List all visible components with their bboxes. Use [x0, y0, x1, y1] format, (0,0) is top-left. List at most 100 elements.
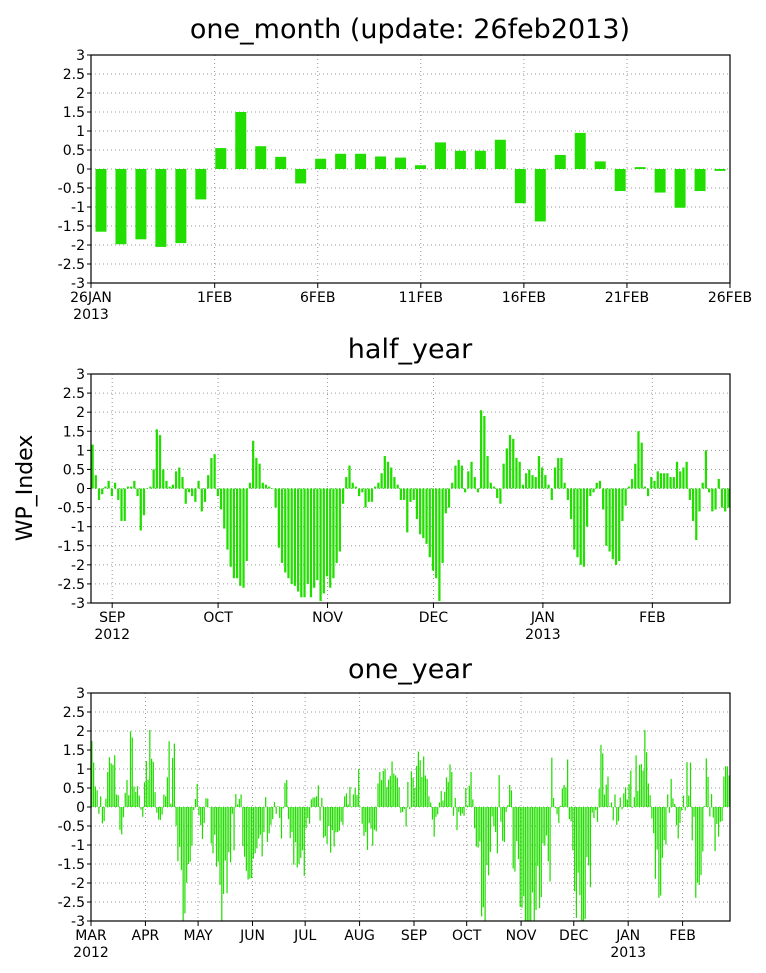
bar [589, 807, 592, 888]
y-tick-label: 0 [76, 162, 85, 178]
bar [326, 807, 328, 844]
bar [264, 484, 268, 489]
bar [595, 807, 597, 811]
bar [248, 482, 252, 489]
bar [553, 467, 557, 489]
x-tick-label: JAN [615, 928, 640, 944]
bar [451, 482, 454, 489]
bar [242, 807, 244, 847]
bar [542, 807, 544, 844]
y-tick-label: -0.5 [58, 181, 85, 197]
bar [565, 787, 567, 807]
bar [684, 807, 686, 811]
bar [152, 761, 154, 807]
bar [547, 484, 550, 489]
bar [519, 807, 521, 907]
bar [558, 807, 560, 823]
bar [130, 486, 133, 489]
bar [203, 488, 207, 502]
bar [398, 787, 400, 807]
bar [698, 807, 700, 885]
bar [224, 807, 226, 861]
bar [272, 807, 274, 820]
bar [329, 488, 332, 588]
bar [585, 488, 589, 527]
bar [290, 488, 293, 584]
x-tick-label: 11FEB [399, 290, 443, 306]
bar [154, 792, 156, 807]
bar [390, 467, 393, 489]
bar [393, 477, 396, 489]
bar [245, 488, 248, 562]
bar [101, 488, 104, 495]
bar [456, 807, 458, 831]
bar [693, 807, 695, 817]
bar [300, 488, 303, 598]
bar [521, 807, 523, 908]
bar [293, 488, 297, 586]
bar [105, 798, 107, 807]
bar [312, 797, 314, 807]
bar [489, 807, 491, 852]
bar [454, 150, 466, 169]
bar [579, 807, 581, 896]
bar [110, 763, 112, 807]
bar [635, 755, 637, 807]
bar [714, 169, 726, 171]
bar [348, 465, 351, 489]
bar [301, 807, 304, 851]
bar [126, 780, 128, 807]
bar [164, 796, 167, 807]
bar [523, 807, 525, 897]
bar [647, 783, 649, 807]
bar [431, 488, 435, 571]
y-tick-label: -2.5 [58, 257, 85, 273]
bar [607, 776, 609, 807]
bar [545, 807, 548, 836]
bar [333, 807, 335, 847]
bar [695, 807, 697, 898]
bar [396, 484, 399, 489]
bar [358, 769, 360, 807]
bar [181, 477, 184, 489]
bar [630, 770, 632, 807]
y-tick-label: -3 [71, 276, 85, 292]
y-tick-label: -3 [71, 596, 85, 612]
bar [294, 807, 297, 843]
bar [147, 779, 149, 807]
bar [495, 807, 497, 833]
bar [101, 807, 104, 824]
bar [208, 807, 211, 808]
bar [121, 807, 123, 835]
bar [696, 807, 699, 883]
bar [319, 488, 322, 602]
bar [605, 488, 608, 546]
bar [374, 486, 377, 489]
bar [682, 467, 685, 489]
bar [95, 169, 107, 232]
bar [296, 488, 300, 592]
bar [428, 796, 430, 807]
x-tick-label: SEP [99, 610, 125, 626]
bar [493, 807, 495, 827]
bar [653, 807, 655, 834]
bar [459, 807, 462, 816]
bar [263, 807, 265, 833]
bar [330, 807, 332, 853]
y-ticks: -3 -2.5 -2 -1.5 -1 -0.5 0 0.5 1 1.5 2 2.5 3 [58, 686, 91, 930]
bar [435, 488, 438, 579]
bar [191, 807, 193, 846]
bar [724, 766, 727, 807]
bar [172, 757, 174, 807]
bar [716, 807, 718, 825]
bar [433, 807, 435, 837]
bar [640, 442, 643, 489]
x-tick-label: DEC [559, 928, 589, 944]
bar [707, 776, 709, 807]
bar [321, 797, 323, 807]
bar [463, 488, 467, 493]
bar [618, 488, 621, 562]
bar [498, 775, 500, 807]
bar [229, 488, 232, 567]
bar [609, 806, 611, 807]
